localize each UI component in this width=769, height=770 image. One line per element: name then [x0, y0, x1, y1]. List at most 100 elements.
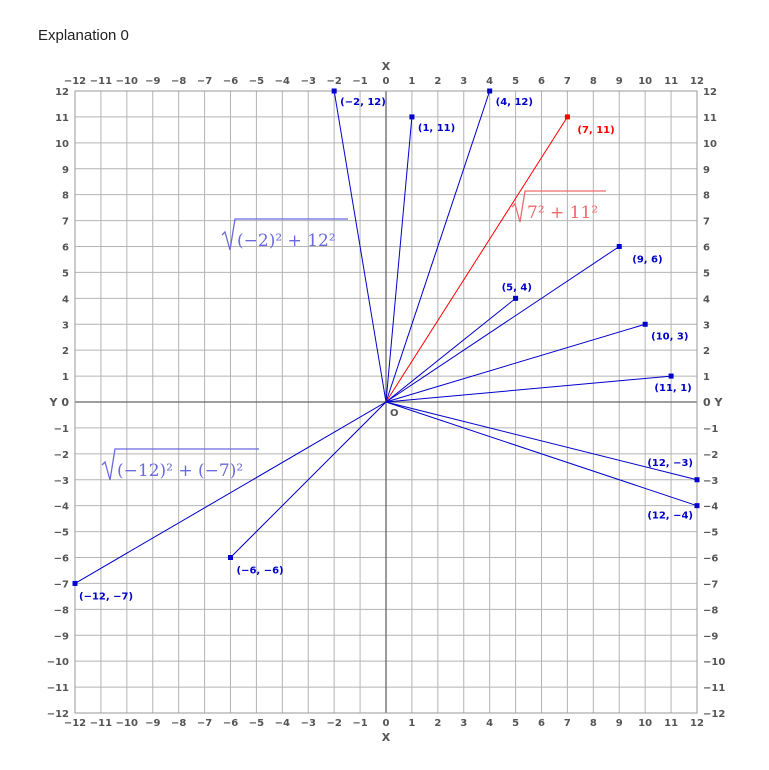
- page-title: Explanation 0: [38, 27, 129, 44]
- x-tick-label-bottom: −5: [249, 718, 264, 729]
- segment-line: [385, 246, 620, 403]
- y-tick-label-left: 4: [62, 294, 69, 305]
- segment-line: [385, 375, 672, 403]
- y-tick-label-left: −3: [54, 476, 69, 487]
- y-tick-label-left: 3: [62, 320, 69, 331]
- x-tick-label-bottom: 8: [590, 718, 597, 729]
- y-tick-label-left: −5: [54, 528, 69, 539]
- y-tick-label-right: −8: [703, 605, 718, 616]
- y-tick-label-right: 3: [703, 320, 710, 331]
- point-label: (5, 4): [502, 282, 532, 293]
- point-marker: [228, 555, 233, 560]
- origin-label: O: [390, 408, 399, 419]
- point-marker: [642, 321, 648, 327]
- y-tick-label-right: 1: [703, 372, 710, 383]
- x-tick-label-top: −8: [171, 76, 186, 87]
- x-tick-label-bottom: −2: [326, 718, 341, 729]
- point-marker: [409, 114, 415, 120]
- tick-labels: −12−12−11−11−10−10−9−9−8−8−7−7−6−6−5−5−4…: [47, 60, 726, 744]
- y-tick-label-right: 6: [703, 243, 710, 254]
- y-tick-label-right: 9: [703, 165, 710, 176]
- formula-annotation: (−2)² + 12²: [221, 218, 348, 251]
- x-tick-label-bottom: 4: [486, 718, 493, 729]
- segment-line: [333, 90, 387, 403]
- point-marker: [694, 503, 700, 509]
- y-tick-label-left: −9: [54, 631, 69, 642]
- x-tick-label-top: 6: [538, 76, 545, 87]
- point-label: (12, −3): [647, 458, 693, 469]
- x-tick-label-top: 1: [408, 76, 415, 87]
- point-label: (−12, −7): [79, 591, 133, 602]
- y-tick-label-left: −6: [54, 554, 69, 565]
- y-tick-label-left: 12: [55, 87, 69, 98]
- x-tick-label-top: 5: [512, 76, 519, 87]
- x-tick-label-top: −7: [197, 76, 212, 87]
- y-tick-label-left: 5: [62, 268, 69, 279]
- x-tick-label-top: −9: [145, 76, 160, 87]
- x-tick-label-top: 4: [486, 76, 493, 87]
- y-tick-label-right: −2: [703, 450, 718, 461]
- x-tick-label-top: −5: [249, 76, 264, 87]
- point-label: (7, 11): [577, 125, 614, 136]
- x-tick-label-bottom: 1: [408, 718, 415, 729]
- y-tick-label-left: 10: [55, 139, 69, 150]
- x-axis-label-top: X: [382, 60, 391, 73]
- y-axis-label-left: Y 0: [49, 396, 70, 409]
- x-tick-label-top: 12: [690, 76, 704, 87]
- x-tick-label-bottom: −3: [301, 718, 316, 729]
- y-tick-label-right: −11: [703, 683, 725, 694]
- y-tick-label-right: 11: [703, 113, 717, 124]
- y-tick-label-right: −5: [703, 528, 718, 539]
- point-label: (1, 11): [418, 123, 455, 134]
- point-marker: [72, 580, 78, 586]
- segment-line: [385, 297, 516, 403]
- segment-line: [385, 116, 568, 403]
- point-marker: [513, 295, 519, 301]
- y-tick-label-right: 5: [703, 268, 710, 279]
- formula-text: 7² + 11²: [527, 203, 598, 223]
- point-label: (−2, 12): [340, 97, 386, 108]
- segments: [74, 90, 698, 584]
- x-tick-label-top: 0: [383, 76, 390, 87]
- y-tick-label-left: −10: [47, 657, 69, 668]
- point-label: (12, −4): [647, 511, 693, 522]
- point-marker: [694, 477, 700, 483]
- y-tick-label-right: 4: [703, 294, 710, 305]
- radical-sign: [221, 218, 348, 251]
- y-tick-label-right: −1: [703, 424, 718, 435]
- plot-frame: [74, 90, 698, 714]
- y-tick-label-left: −7: [54, 579, 69, 590]
- point-markers: [72, 88, 700, 586]
- point-marker: [564, 114, 570, 120]
- x-tick-label-top: −10: [116, 76, 138, 87]
- x-tick-label-bottom: 5: [512, 718, 519, 729]
- x-axis-label-bottom: X: [382, 731, 391, 744]
- x-tick-label-bottom: 11: [664, 718, 678, 729]
- y-tick-label-right: 12: [703, 87, 717, 98]
- x-tick-label-bottom: 3: [460, 718, 467, 729]
- y-axis-label-right: 0 Y: [703, 396, 723, 409]
- y-tick-label-left: −4: [54, 502, 69, 513]
- segment-line: [74, 401, 387, 584]
- point-marker: [331, 88, 337, 94]
- radical-sign: [511, 190, 606, 223]
- segment-line: [385, 401, 698, 481]
- x-tick-label-bottom: −4: [275, 718, 290, 729]
- x-tick-label-bottom: 2: [434, 718, 441, 729]
- point-label: (4, 12): [496, 97, 533, 108]
- y-tick-label-right: 7: [703, 217, 710, 228]
- point-marker: [616, 244, 622, 249]
- x-tick-label-top: 11: [664, 76, 678, 87]
- point-label: (11, 1): [654, 383, 691, 394]
- x-tick-label-top: −2: [326, 76, 341, 87]
- segment-line: [385, 323, 646, 403]
- segment-line: [385, 90, 491, 403]
- radical-sign: [101, 448, 259, 481]
- x-tick-label-bottom: 0: [383, 718, 390, 729]
- y-tick-label-left: −12: [47, 709, 69, 720]
- x-tick-label-bottom: −12: [64, 718, 86, 729]
- y-tick-label-left: 7: [62, 217, 69, 228]
- formula-annotation: (−12)² + (−7)²: [101, 448, 259, 481]
- x-tick-label-bottom: −6: [223, 718, 238, 729]
